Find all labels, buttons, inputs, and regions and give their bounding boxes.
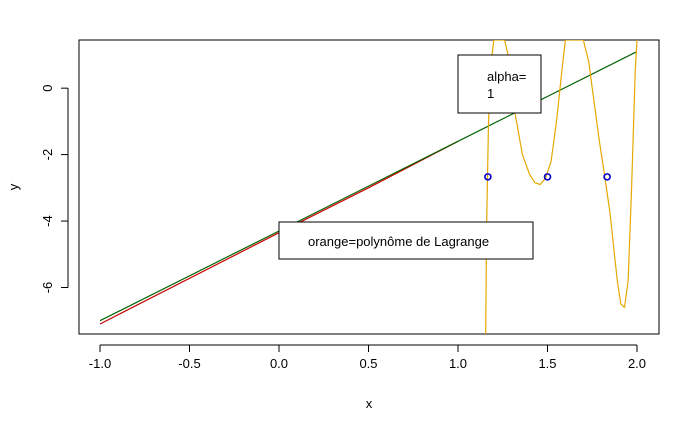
alpha-annotation-line-2: 1 <box>487 86 494 101</box>
orange-legend-box: orange=polynôme de Lagrange <box>278 221 534 260</box>
data-point <box>603 173 611 181</box>
x-tick-label: 2.0 <box>628 356 646 371</box>
series-line-1 <box>99 51 638 322</box>
y-axis: -6 -4 -2 0 <box>40 85 69 294</box>
x-tick-label: 0.0 <box>270 356 288 371</box>
plot-frame <box>78 39 660 335</box>
series-layer <box>99 40 638 334</box>
data-point <box>484 173 492 181</box>
x-axis: -1.0 -0.5 0.0 0.5 1.0 1.5 2.0 <box>89 344 646 371</box>
x-tick-label: 1.5 <box>538 356 556 371</box>
alpha-annotation-box: alpha= 1 <box>457 54 542 114</box>
x-tick-label: -1.0 <box>89 356 111 371</box>
x-tick-label: 1.0 <box>449 356 467 371</box>
y-tick-label: -6 <box>40 282 55 294</box>
y-tick-label: -4 <box>40 215 55 227</box>
data-point <box>543 173 552 181</box>
x-tick-label: -0.5 <box>178 356 200 371</box>
x-tick-label: 0.5 <box>359 356 377 371</box>
y-axis-title: y <box>6 183 21 190</box>
series-line-2 <box>485 40 638 334</box>
orange-legend-label: orange=polynôme de Lagrange <box>308 234 489 249</box>
alpha-annotation-line-1: alpha= <box>487 69 526 84</box>
y-tick-label: 0 <box>40 85 55 92</box>
series-line-0 <box>99 140 459 325</box>
x-axis-title: x <box>366 396 373 411</box>
y-tick-label: -2 <box>40 149 55 161</box>
